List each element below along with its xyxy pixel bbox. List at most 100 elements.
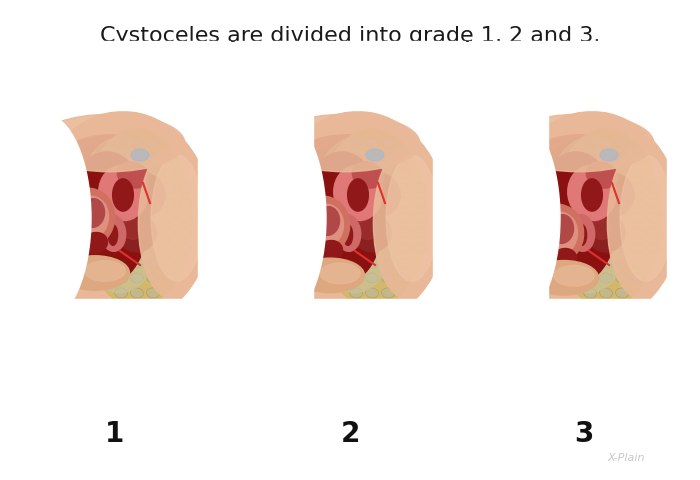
Ellipse shape <box>118 162 148 188</box>
Ellipse shape <box>151 155 203 281</box>
Ellipse shape <box>584 138 596 148</box>
Bar <box>469 299 699 391</box>
Ellipse shape <box>311 139 409 191</box>
Ellipse shape <box>320 263 360 284</box>
Ellipse shape <box>146 273 160 283</box>
Ellipse shape <box>146 228 160 238</box>
Circle shape <box>358 218 379 240</box>
Ellipse shape <box>648 243 661 253</box>
Ellipse shape <box>99 166 147 220</box>
Ellipse shape <box>0 115 91 322</box>
Ellipse shape <box>414 213 426 223</box>
Ellipse shape <box>373 148 437 298</box>
Ellipse shape <box>599 138 612 148</box>
Ellipse shape <box>162 228 176 238</box>
Ellipse shape <box>382 288 395 298</box>
Ellipse shape <box>568 153 580 163</box>
Ellipse shape <box>115 198 127 208</box>
Ellipse shape <box>365 198 379 208</box>
Ellipse shape <box>382 273 395 283</box>
Ellipse shape <box>584 168 596 178</box>
Ellipse shape <box>162 243 176 253</box>
Ellipse shape <box>316 207 340 235</box>
Ellipse shape <box>599 168 612 178</box>
Ellipse shape <box>115 258 127 268</box>
Ellipse shape <box>162 198 176 208</box>
Ellipse shape <box>599 228 612 238</box>
Ellipse shape <box>519 206 545 240</box>
Ellipse shape <box>568 258 580 268</box>
Ellipse shape <box>269 112 447 324</box>
Circle shape <box>345 195 385 235</box>
Ellipse shape <box>584 273 596 283</box>
Ellipse shape <box>535 152 617 284</box>
Ellipse shape <box>599 213 612 223</box>
Ellipse shape <box>528 204 584 264</box>
Ellipse shape <box>99 183 111 193</box>
Ellipse shape <box>130 228 143 238</box>
Bar <box>0 40 230 109</box>
Ellipse shape <box>162 273 176 283</box>
Ellipse shape <box>568 168 580 178</box>
Ellipse shape <box>615 273 629 283</box>
Ellipse shape <box>76 139 174 191</box>
Circle shape <box>121 173 165 217</box>
Ellipse shape <box>310 137 400 293</box>
Ellipse shape <box>540 212 577 256</box>
Circle shape <box>122 218 144 240</box>
Circle shape <box>596 179 620 203</box>
Ellipse shape <box>349 258 363 268</box>
Ellipse shape <box>631 258 645 268</box>
Circle shape <box>110 195 150 235</box>
Bar <box>667 98 700 385</box>
Ellipse shape <box>146 243 160 253</box>
Text: X-Plain: X-Plain <box>608 453 645 463</box>
Ellipse shape <box>615 228 629 238</box>
Ellipse shape <box>568 273 580 283</box>
Ellipse shape <box>122 160 197 286</box>
Ellipse shape <box>115 138 127 148</box>
Ellipse shape <box>130 288 143 298</box>
Ellipse shape <box>568 198 580 208</box>
Ellipse shape <box>615 138 629 148</box>
Ellipse shape <box>333 168 346 178</box>
Ellipse shape <box>568 228 580 238</box>
Ellipse shape <box>584 213 596 223</box>
Ellipse shape <box>108 225 118 245</box>
Ellipse shape <box>366 149 384 161</box>
Ellipse shape <box>631 153 645 163</box>
Ellipse shape <box>349 183 363 193</box>
Ellipse shape <box>615 288 629 298</box>
Ellipse shape <box>130 153 143 163</box>
Ellipse shape <box>130 138 143 148</box>
Ellipse shape <box>130 213 143 223</box>
Ellipse shape <box>130 258 143 268</box>
Ellipse shape <box>349 213 363 223</box>
Ellipse shape <box>382 213 395 223</box>
Ellipse shape <box>100 215 126 252</box>
Ellipse shape <box>631 183 645 193</box>
Ellipse shape <box>294 196 350 256</box>
Ellipse shape <box>115 243 127 253</box>
Ellipse shape <box>146 198 160 208</box>
Ellipse shape <box>55 212 71 234</box>
Ellipse shape <box>599 273 612 283</box>
Ellipse shape <box>382 258 395 268</box>
Bar <box>198 98 313 385</box>
Ellipse shape <box>545 139 643 191</box>
Ellipse shape <box>162 213 176 223</box>
Ellipse shape <box>398 198 410 208</box>
Ellipse shape <box>307 204 344 248</box>
Ellipse shape <box>146 168 160 178</box>
Ellipse shape <box>115 228 127 238</box>
Ellipse shape <box>414 198 426 208</box>
Ellipse shape <box>529 261 598 295</box>
Ellipse shape <box>162 153 176 163</box>
Ellipse shape <box>365 183 379 193</box>
Ellipse shape <box>47 135 174 221</box>
Ellipse shape <box>333 153 346 163</box>
Ellipse shape <box>516 135 643 221</box>
Ellipse shape <box>620 155 672 281</box>
Ellipse shape <box>382 153 395 163</box>
Ellipse shape <box>382 183 395 193</box>
